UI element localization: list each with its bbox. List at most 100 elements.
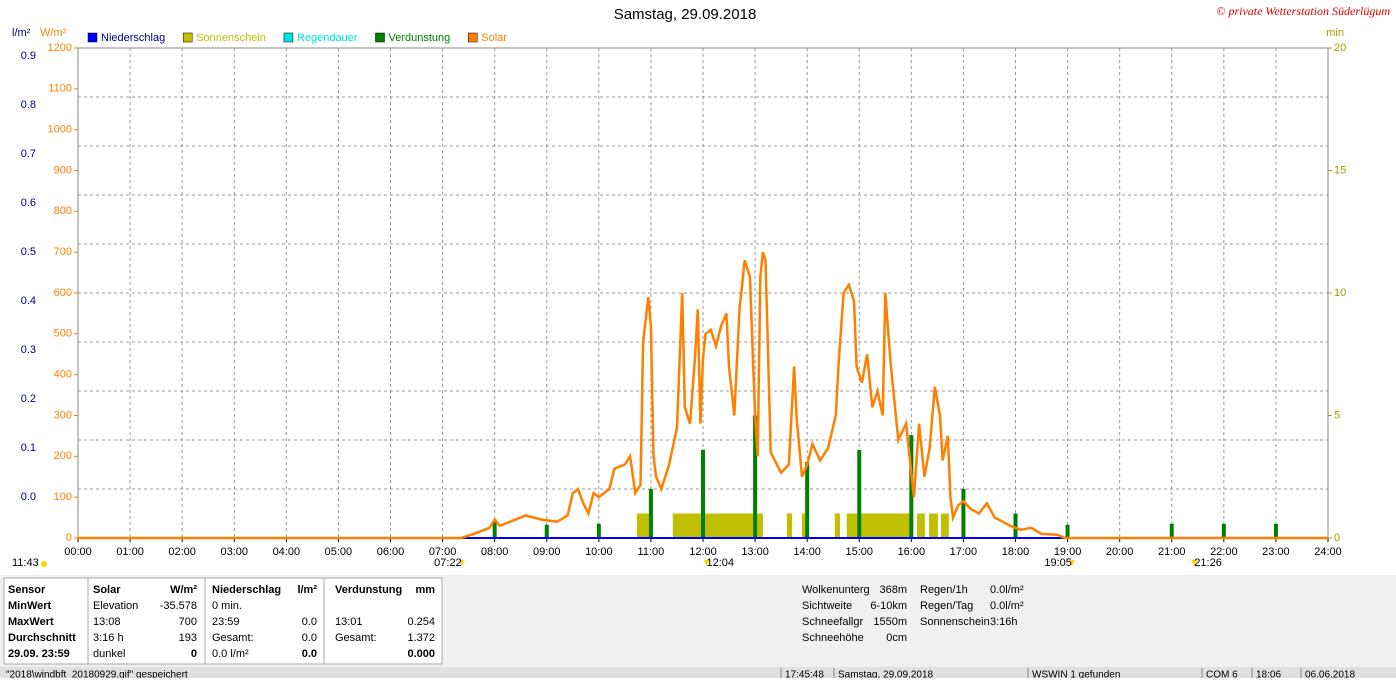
y2-tick-label: 200: [54, 450, 72, 462]
info-cell: 700: [179, 616, 197, 628]
legend-label: Regendauer: [297, 32, 358, 44]
x-tick-label: 23:00: [1262, 546, 1290, 558]
time-marker: [703, 560, 710, 566]
legend-swatch: [283, 32, 294, 43]
legend-label: Niederschlag: [101, 32, 165, 44]
status-text: 18:06: [1256, 670, 1281, 678]
legend-swatch: [182, 32, 193, 43]
evaporation-bar: [857, 449, 862, 538]
sunshine-bar: [846, 513, 910, 538]
annotation-label: 07:22: [434, 557, 462, 569]
sunshine-bar: [941, 513, 949, 538]
weather-label: Schneefallgr: [802, 616, 863, 628]
info-cell: 13:08: [93, 616, 121, 628]
rain-value: 3:16h: [990, 616, 1018, 628]
info-cell: W/m²: [170, 584, 197, 596]
evaporation-bar: [701, 449, 705, 538]
sunshine-bar: [636, 513, 650, 538]
x-tick-label: 09:00: [533, 546, 561, 558]
x-tick-label: 21:00: [1158, 546, 1186, 558]
weather-label: Sichtweite: [802, 600, 852, 612]
x-tick-label: 07:00: [429, 546, 457, 558]
series-line: [78, 251, 1328, 540]
info-cell: 0.254: [407, 616, 435, 628]
weather-label: Schneehöhe: [802, 632, 864, 644]
rain-value: 0.0l/m²: [990, 584, 1024, 596]
info-cell: 29.09. 23:59: [8, 648, 70, 660]
legend-swatch: [87, 32, 98, 43]
evaporation-bar: [961, 489, 966, 538]
y2-axis-label: W/m²: [40, 27, 67, 39]
legend-label: Sonnenschein: [196, 32, 266, 44]
legend-label: Solar: [481, 32, 507, 44]
info-cell: dunkel: [93, 648, 125, 660]
sunshine-bar: [929, 513, 938, 538]
legend-label: Verdunstung: [389, 32, 451, 44]
info-cell: Sensor: [8, 584, 46, 596]
status-text: 06.06.2018: [1305, 670, 1355, 678]
evaporation-bar: [544, 524, 549, 538]
sunshine-bar: [917, 513, 925, 538]
evaporation-bar: [1169, 523, 1174, 538]
stats-box: [3, 577, 443, 665]
annotation-label: 19:05: [1044, 557, 1072, 569]
x-tick-label: 04:00: [273, 546, 301, 558]
info-cell: 0.0: [302, 648, 317, 660]
y2-tick-label: 300: [54, 409, 72, 421]
x-tick-label: 06:00: [377, 546, 405, 558]
x-tick-label: 08:00: [481, 546, 509, 558]
info-cell: l/m²: [297, 584, 317, 596]
sunshine-bar: [672, 513, 763, 538]
status-text: "2018\windbft_20180929.gif" gespeichert: [6, 670, 188, 678]
info-cell: Gesamt:: [212, 632, 254, 644]
rain-label: Regen/1h: [920, 584, 968, 596]
x-tick-label: 02:00: [168, 546, 196, 558]
status-text: 17:45:48: [785, 670, 824, 678]
x-tick-label: 17:00: [950, 546, 978, 558]
weather-label: Wolkenunterg: [802, 584, 870, 596]
weather-value: 368m: [879, 584, 907, 596]
copyright: © private Wetterstation Süderlügum: [1216, 4, 1390, 18]
info-cell: 0.0: [302, 632, 317, 644]
weather-value: 1550m: [873, 616, 907, 628]
y3-tick-label: 0: [1334, 532, 1340, 544]
rain-label: Sonnenschein: [920, 616, 990, 628]
info-cell: MinWert: [8, 600, 52, 612]
legend-swatch: [375, 32, 385, 43]
y-tick-label: 0.0: [21, 491, 36, 503]
info-cell: 0.0: [302, 616, 317, 628]
time-marker: [458, 560, 465, 566]
info-cell: MaxWert: [8, 616, 54, 628]
weather-value: 6-10km: [870, 600, 907, 612]
info-cell: 3:16 h: [93, 632, 124, 644]
y3-tick-label: 10: [1334, 287, 1346, 299]
time-marker: [1191, 560, 1198, 566]
status-text: COM 6: [1206, 670, 1238, 678]
x-tick-label: 19:00: [1054, 546, 1082, 558]
info-cell: 0: [191, 648, 197, 660]
info-cell: 1.372: [407, 632, 435, 644]
y2-tick-label: 700: [54, 246, 72, 258]
evaporation-bar: [1065, 524, 1070, 538]
status-bar: [0, 667, 1396, 678]
y-axis-label: l/m²: [12, 27, 31, 39]
sunshine-bar: [786, 513, 793, 538]
evaporation-bar: [1013, 513, 1018, 538]
y-tick-label: 0.4: [21, 295, 36, 307]
info-cell: -35.578: [160, 600, 197, 612]
info-cell: Solar: [93, 584, 121, 596]
y2-tick-label: 1100: [48, 83, 72, 95]
y-tick-label: 0.3: [21, 344, 36, 356]
evaporation-bar: [753, 415, 758, 538]
x-tick-label: 05:00: [325, 546, 353, 558]
y2-tick-label: 1200: [48, 42, 72, 54]
y2-tick-label: 0: [66, 532, 72, 544]
chart-bg: [0, 0, 1396, 575]
rain-value: 0.0l/m²: [990, 600, 1024, 612]
evaporation-bar: [805, 462, 810, 538]
rain-label: Regen/Tag: [920, 600, 973, 612]
y2-tick-label: 800: [54, 205, 72, 217]
y-tick-label: 0.6: [21, 197, 36, 209]
x-tick-label: 15:00: [845, 546, 873, 558]
